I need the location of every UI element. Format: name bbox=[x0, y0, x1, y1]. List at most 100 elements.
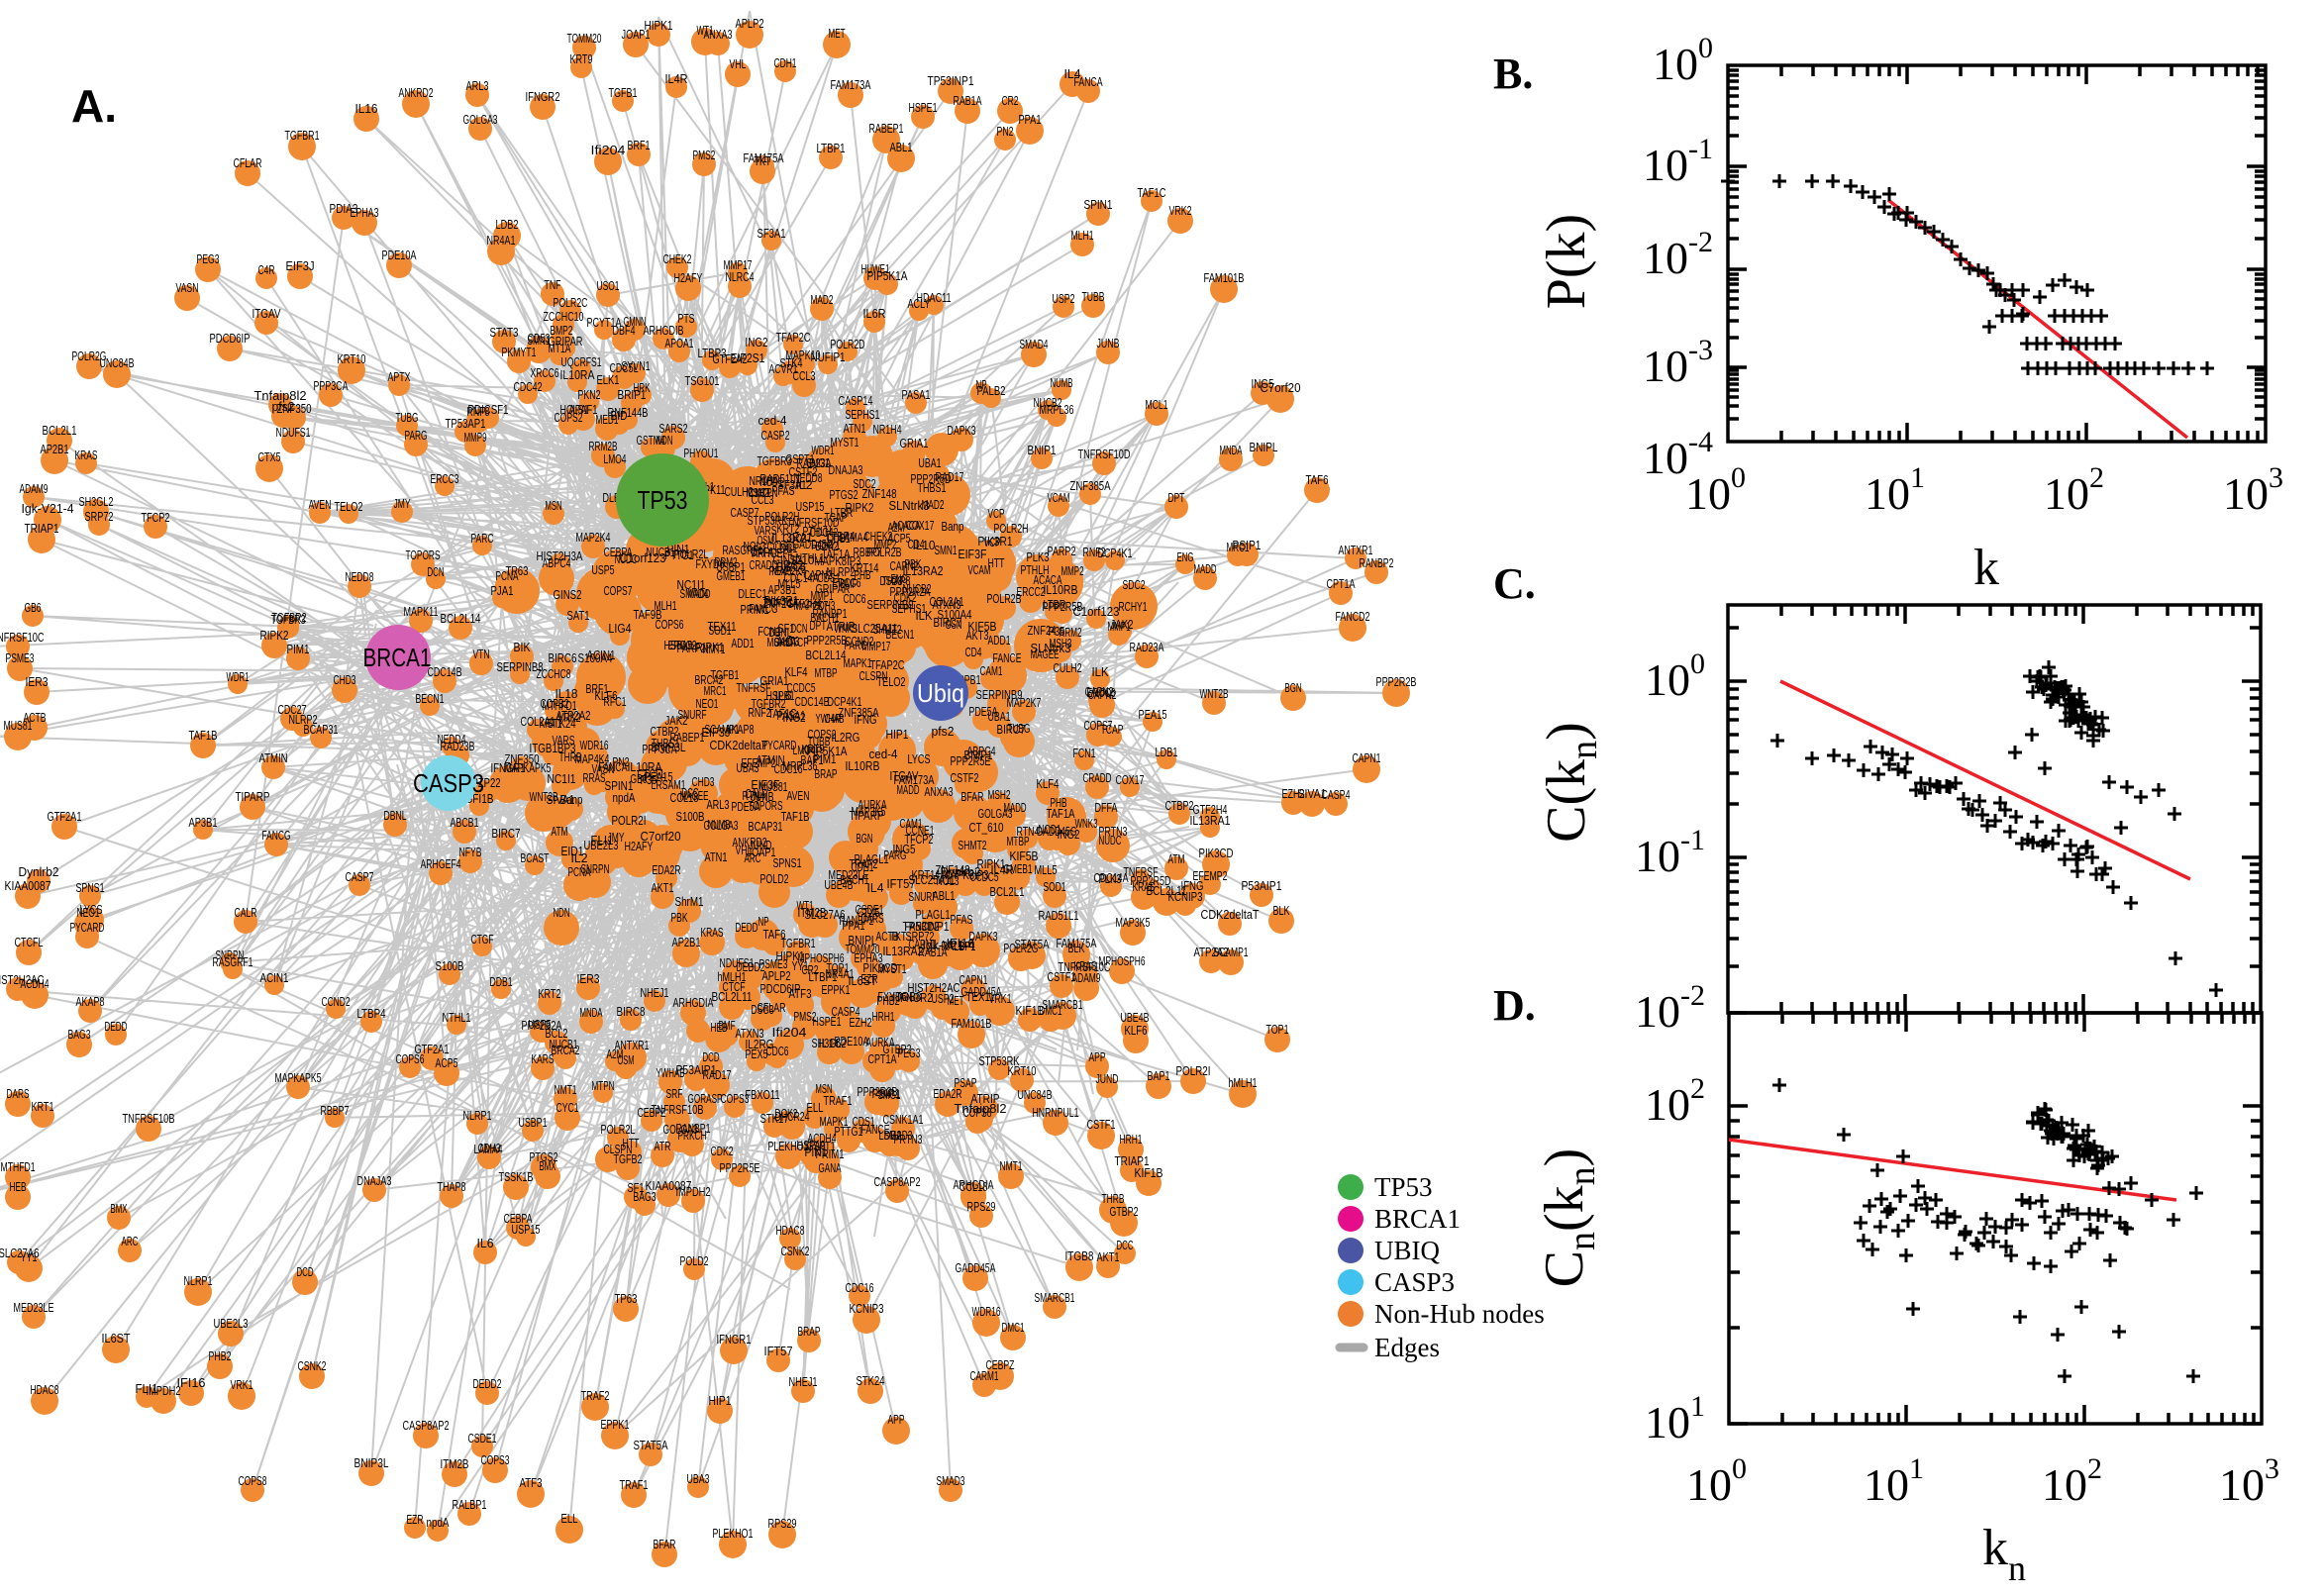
svg-text:SNURF: SNURF bbox=[678, 708, 707, 722]
svg-text:ELL: ELL bbox=[807, 1101, 824, 1115]
svg-text:RRAS: RRAS bbox=[583, 771, 606, 785]
svg-text:HIST2H2AC: HIST2H2AC bbox=[908, 981, 960, 995]
svg-text:IFNGR2: IFNGR2 bbox=[526, 90, 560, 104]
svg-text:KRT2: KRT2 bbox=[777, 522, 800, 536]
svg-text:PPA1: PPA1 bbox=[843, 919, 865, 933]
svg-text:S100B: S100B bbox=[436, 959, 464, 973]
svg-text:PHB2: PHB2 bbox=[877, 994, 900, 1008]
svg-text:MTPN: MTPN bbox=[756, 486, 778, 500]
svg-text:CASP3: CASP3 bbox=[1374, 1267, 1455, 1297]
svg-text:STK24: STK24 bbox=[548, 717, 576, 731]
svg-text:103: 103 bbox=[2223, 461, 2283, 519]
svg-text:C4R: C4R bbox=[258, 263, 275, 277]
svg-text:SLNtrk3: SLNtrk3 bbox=[889, 499, 930, 513]
svg-text:VRK2: VRK2 bbox=[1169, 204, 1192, 218]
svg-text:MLL5: MLL5 bbox=[778, 577, 801, 591]
svg-text:SLC25A11: SLC25A11 bbox=[909, 873, 956, 887]
svg-text:KIAA0087: KIAA0087 bbox=[646, 1179, 692, 1193]
svg-text:ADAM9: ADAM9 bbox=[20, 482, 49, 496]
svg-text:ING5: ING5 bbox=[1252, 377, 1274, 391]
svg-text:ATP2A2: ATP2A2 bbox=[1194, 946, 1229, 959]
svg-text:IER3: IER3 bbox=[26, 675, 49, 689]
svg-text:CPT1A: CPT1A bbox=[868, 1052, 897, 1066]
svg-text:CALR: CALR bbox=[235, 906, 257, 920]
svg-text:MSN: MSN bbox=[816, 1082, 833, 1096]
svg-text:MYST1: MYST1 bbox=[878, 962, 907, 976]
svg-text:IL13RA1: IL13RA1 bbox=[1190, 814, 1231, 828]
svg-text:CAM1: CAM1 bbox=[900, 817, 923, 831]
svg-text:CASP7: CASP7 bbox=[346, 870, 374, 884]
svg-text:RABEP1: RABEP1 bbox=[869, 122, 904, 136]
svg-text:FANCG: FANCG bbox=[750, 602, 778, 616]
svg-text:CTCFL: CTCFL bbox=[638, 767, 666, 781]
svg-text:RCHY1: RCHY1 bbox=[1119, 600, 1148, 614]
svg-text:CTGF: CTGF bbox=[471, 933, 494, 947]
svg-text:TSG101: TSG101 bbox=[685, 374, 720, 388]
svg-text:MSH2: MSH2 bbox=[988, 788, 1011, 802]
svg-text:TRIAP1: TRIAP1 bbox=[25, 522, 59, 536]
svg-text:PBK: PBK bbox=[671, 911, 688, 925]
svg-text:CASP8AP2: CASP8AP2 bbox=[874, 1175, 921, 1189]
svg-text:POLD2: POLD2 bbox=[680, 1254, 709, 1268]
svg-text:IL10RB: IL10RB bbox=[1044, 583, 1078, 597]
svg-text:COPS3: COPS3 bbox=[481, 1453, 510, 1467]
svg-text:CFLAR: CFLAR bbox=[234, 156, 262, 170]
svg-text:SMARCB1: SMARCB1 bbox=[1035, 1291, 1075, 1305]
svg-text:NHEJ1: NHEJ1 bbox=[641, 986, 669, 1000]
svg-text:CDH1: CDH1 bbox=[852, 860, 874, 874]
svg-text:ERCC3: ERCC3 bbox=[431, 472, 459, 486]
svg-text:ANKRD2: ANKRD2 bbox=[399, 86, 434, 100]
svg-text:CASP4: CASP4 bbox=[1322, 788, 1351, 802]
svg-text:WNK3: WNK3 bbox=[1075, 817, 1098, 831]
svg-text:TNFRSF10D: TNFRSF10D bbox=[1078, 448, 1131, 461]
svg-text:NMT1: NMT1 bbox=[703, 643, 726, 656]
svg-text:IL16: IL16 bbox=[819, 1037, 842, 1050]
svg-text:S100A4: S100A4 bbox=[578, 651, 613, 665]
svg-text:TGFBR3: TGFBR3 bbox=[271, 613, 306, 627]
svg-text:VRK1: VRK1 bbox=[231, 1378, 253, 1392]
svg-text:DCD: DCD bbox=[297, 1265, 314, 1279]
svg-text:UBE4B: UBE4B bbox=[1121, 1011, 1150, 1025]
svg-text:BRCA2: BRCA2 bbox=[552, 1044, 580, 1057]
svg-text:TRAF1: TRAF1 bbox=[620, 1478, 649, 1492]
svg-text:MAD2: MAD2 bbox=[922, 498, 945, 512]
svg-text:TGFBR3: TGFBR3 bbox=[758, 454, 792, 468]
svg-text:MPHOSPH6: MPHOSPH6 bbox=[798, 951, 845, 965]
svg-text:PPP2R5B: PPP2R5B bbox=[807, 634, 848, 648]
svg-text:TNFRSF: TNFRSF bbox=[1124, 865, 1159, 879]
svg-text:YWHAB: YWHAB bbox=[816, 712, 845, 726]
svg-text:BCAP31: BCAP31 bbox=[749, 820, 783, 834]
svg-text:C1orf123: C1orf123 bbox=[1073, 605, 1120, 619]
svg-text:POLR2I: POLR2I bbox=[1176, 1064, 1211, 1078]
svg-text:102: 102 bbox=[2042, 1452, 2102, 1510]
svg-text:C1orf123: C1orf123 bbox=[620, 551, 666, 565]
svg-text:S100B: S100B bbox=[676, 810, 705, 824]
svg-text:GSN: GSN bbox=[946, 618, 962, 632]
svg-text:MAPK8IP3: MAPK8IP3 bbox=[943, 868, 989, 882]
svg-text:IL2RG: IL2RG bbox=[746, 1038, 774, 1051]
svg-text:WT1: WT1 bbox=[797, 899, 814, 913]
svg-text:ABCB1: ABCB1 bbox=[451, 816, 479, 830]
svg-text:STK24: STK24 bbox=[857, 1374, 885, 1388]
svg-text:WNK3: WNK3 bbox=[835, 622, 858, 636]
svg-text:ZCCHC10: ZCCHC10 bbox=[544, 310, 584, 324]
svg-text:BAG3: BAG3 bbox=[68, 1028, 91, 1042]
svg-text:MTHFD1: MTHFD1 bbox=[1, 1160, 36, 1174]
svg-text:LMO4: LMO4 bbox=[604, 452, 627, 466]
svg-text:GTF2H4: GTF2H4 bbox=[1193, 803, 1228, 817]
svg-text:CAPN1: CAPN1 bbox=[1353, 751, 1381, 765]
svg-text:EZR: EZR bbox=[861, 972, 878, 986]
svg-text:MMP2: MMP2 bbox=[874, 538, 897, 551]
svg-text:STAT5A: STAT5A bbox=[634, 1439, 669, 1452]
svg-text:PARP2: PARP2 bbox=[1048, 545, 1076, 558]
svg-text:NMT1: NMT1 bbox=[1000, 1159, 1023, 1173]
svg-text:PJA1: PJA1 bbox=[491, 584, 514, 598]
svg-text:PALB2: PALB2 bbox=[977, 384, 1006, 398]
svg-text:SNRPN: SNRPN bbox=[581, 862, 610, 876]
svg-text:RRM2: RRM2 bbox=[1060, 626, 1082, 640]
svg-text:CULH2: CULH2 bbox=[1054, 661, 1082, 675]
svg-text:UBA1: UBA1 bbox=[988, 710, 1011, 724]
svg-text:CAPN2: CAPN2 bbox=[804, 568, 833, 582]
svg-text:COPS8: COPS8 bbox=[963, 1106, 992, 1120]
svg-text:PIK3CD: PIK3CD bbox=[1199, 847, 1234, 860]
